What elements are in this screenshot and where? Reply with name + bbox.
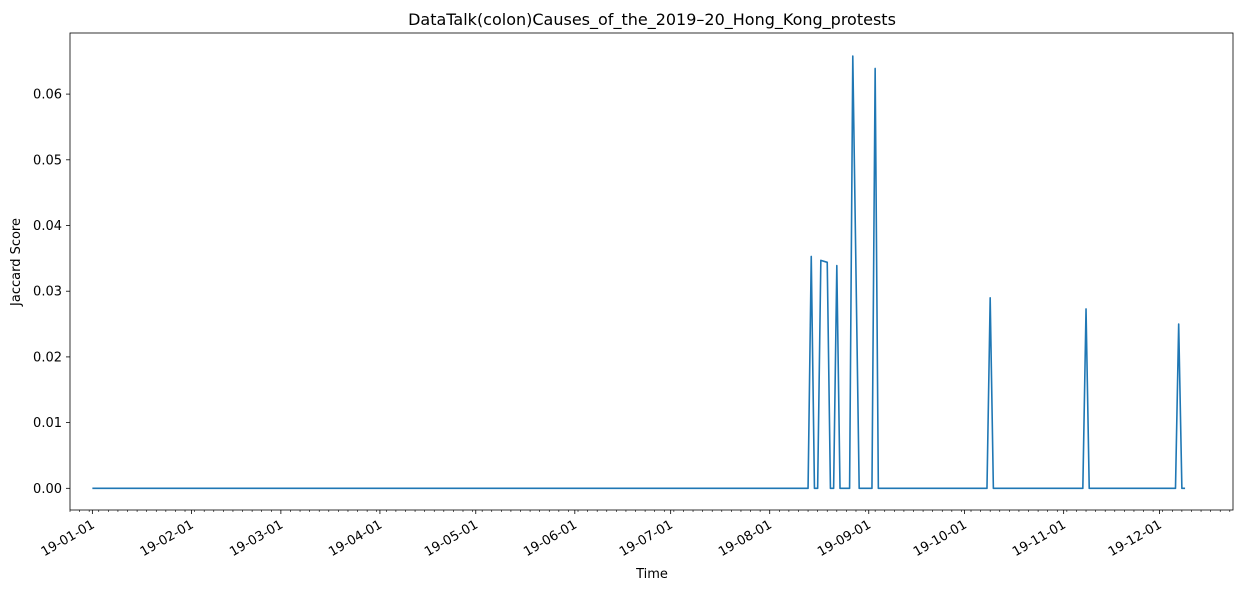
y-tick-label: 0.03: [33, 285, 62, 300]
x-tick-label: 19-10-01: [911, 517, 970, 559]
axes-frame: [69, 32, 1234, 511]
y-tick-label: 0.00: [33, 482, 62, 497]
x-tick-label: 19-06-01: [521, 517, 580, 559]
y-tick-label: 0.02: [33, 350, 62, 365]
y-tick-label: 0.01: [33, 416, 62, 431]
x-tick-label: 19-08-01: [716, 517, 775, 559]
x-tick-label: 19-04-01: [326, 517, 385, 559]
x-tick-label: 19-12-01: [1106, 517, 1165, 559]
y-tick-label: 0.04: [33, 219, 62, 234]
x-tick-label: 19-11-01: [1010, 517, 1069, 559]
y-axis-label: Jaccard Score: [9, 218, 24, 307]
plot-area: 19-01-01 19-02-01 19-03-01 19-04-01 19-05-01…: [33, 32, 1234, 560]
y-tick-label: 0.06: [33, 88, 62, 103]
x-tick-label: 19-02-01: [138, 517, 197, 559]
x-tick-label: 19-05-01: [422, 517, 481, 559]
y-tick-label: 0.05: [33, 153, 62, 168]
x-tick-label: 19-07-01: [617, 517, 676, 559]
x-axis-label: Time: [635, 567, 668, 582]
x-tick-label: 19-01-01: [39, 517, 98, 559]
x-tick-label: 19-03-01: [227, 517, 286, 559]
chart-title: DataTalk(colon)Causes_of_the_2019–20_Hon…: [408, 10, 896, 30]
series-line: [92, 55, 1186, 490]
x-tick-label: 19-09-01: [815, 517, 874, 559]
